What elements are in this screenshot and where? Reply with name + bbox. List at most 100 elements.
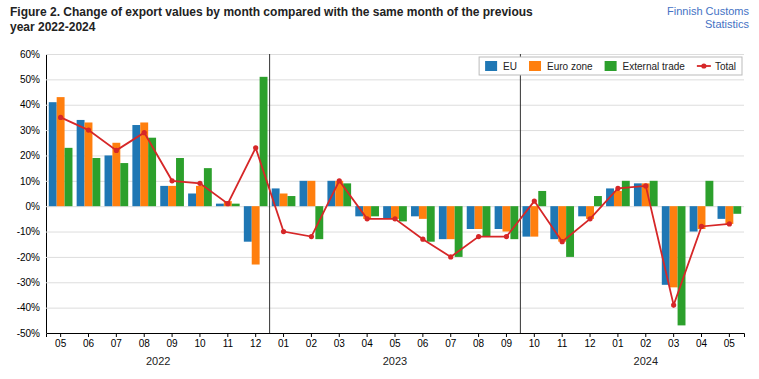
x-tick-label: 03: [334, 338, 346, 349]
bar-series: [49, 102, 726, 285]
tick-mark: [673, 333, 674, 337]
x-tick: 05: [55, 333, 67, 349]
legend-item: Total: [697, 61, 736, 72]
marks: [49, 54, 741, 333]
legend-label: Total: [715, 61, 736, 72]
title-line: Figure 2. Change of export values by mon…: [10, 5, 533, 19]
bar: [287, 196, 295, 206]
x-tick-label: 01: [278, 338, 290, 349]
tick-mark: [422, 333, 423, 337]
bar: [65, 148, 73, 206]
bar: [160, 186, 168, 206]
title-line: year 2022-2024: [10, 20, 96, 34]
tick-mark: [116, 333, 117, 337]
bar: [538, 191, 546, 206]
bar: [252, 206, 260, 264]
bar-series: [65, 77, 742, 326]
bar: [232, 204, 240, 207]
tick-mark: [311, 333, 312, 337]
x-tick: 03: [334, 333, 346, 349]
tick-mark: [227, 333, 228, 337]
y-tick: -20%: [17, 252, 744, 263]
bar: [622, 181, 630, 206]
bar: [718, 206, 726, 219]
bar: [280, 194, 288, 207]
bar: [447, 206, 455, 239]
subtitle-line: Statistics: [705, 18, 750, 30]
annotation: 2022: [146, 355, 170, 367]
x-tick-label: 10: [194, 338, 206, 349]
bar: [725, 206, 733, 224]
x-tick-label: 04: [696, 338, 708, 349]
y-tick-label: 30%: [20, 125, 40, 136]
tick-mark: [478, 333, 479, 337]
grid-line: [46, 232, 744, 233]
x-tick-label: 11: [557, 338, 568, 349]
tick-mark: [283, 333, 284, 337]
grid-line: [46, 105, 744, 106]
legend-label: External trade: [623, 61, 686, 72]
line-point: [615, 186, 620, 191]
line-point: [253, 145, 258, 150]
y-tick-label: 60%: [20, 49, 40, 60]
bar: [188, 194, 196, 207]
x-tick-label: 03: [668, 338, 680, 349]
x-tick: 09: [167, 333, 179, 349]
y-tick-label: -40%: [17, 302, 40, 313]
bar: [49, 102, 57, 206]
legend-item: EU: [485, 61, 517, 72]
y-tick-label: 40%: [20, 99, 40, 110]
line-point: [225, 201, 230, 206]
y-tick-label: 0%: [26, 201, 41, 212]
tick-mark: [60, 333, 61, 337]
line-point: [309, 234, 314, 239]
x-tick: 04: [696, 333, 708, 349]
line-point: [58, 115, 63, 120]
bar: [383, 206, 391, 219]
line-point: [504, 234, 509, 239]
y-axis: -50%-40%-30%-20%-10%0%10%20%30%40%50%60%: [17, 49, 744, 339]
x-tick: 03: [668, 333, 680, 349]
x-tick-label: 12: [584, 338, 596, 349]
y-tick: 40%: [20, 99, 744, 110]
x-tick-label: 05: [724, 338, 736, 349]
bar: [411, 206, 419, 216]
x-tick: 01: [612, 333, 624, 349]
legend-label: Euro zone: [547, 61, 593, 72]
tick-mark: [88, 333, 89, 337]
bar: [475, 206, 483, 229]
line-point: [476, 234, 481, 239]
x-tick: 07: [111, 333, 123, 349]
tick-mark: [506, 333, 507, 337]
line-point: [560, 239, 565, 244]
x-tick: 01: [278, 333, 290, 349]
year-separator: [520, 54, 521, 333]
x-tick: 08: [139, 333, 151, 349]
legend-item: External trade: [605, 61, 686, 72]
grid-line: [46, 257, 744, 258]
tick-mark: [701, 333, 702, 337]
x-tick: 08: [473, 333, 485, 349]
legend-swatch: [529, 61, 541, 71]
x-axis-line: [47, 334, 745, 338]
line-point: [671, 303, 676, 308]
line-point: [392, 216, 397, 221]
bar: [92, 158, 100, 206]
bar: [483, 206, 491, 236]
line-point: [197, 181, 202, 186]
grid-line: [46, 79, 744, 80]
bar: [467, 206, 475, 229]
tick-mark: [395, 333, 396, 337]
x-tick: 12: [250, 333, 262, 349]
y-tick: -40%: [17, 302, 744, 313]
line-point: [365, 216, 370, 221]
x-tick: 12: [584, 333, 596, 349]
legend-swatch: [485, 61, 497, 71]
bar: [371, 206, 379, 216]
x-tick-label: 01: [612, 338, 624, 349]
x-axis: 0506070809101112010203040506070809101112…: [47, 333, 745, 349]
tick-mark: [617, 333, 618, 337]
legend: EU Euro zone External trade Total: [479, 57, 742, 75]
x-tick-label: 10: [529, 338, 541, 349]
bar: [112, 143, 120, 206]
